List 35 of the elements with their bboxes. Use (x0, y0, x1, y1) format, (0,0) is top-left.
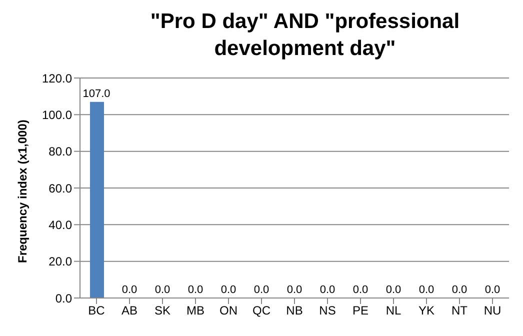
data-label: 0.0 (352, 284, 368, 296)
x-tick-label: YK (418, 304, 435, 318)
data-label: 0.0 (154, 284, 170, 296)
data-label: 0.0 (484, 284, 500, 296)
x-tick-label: QC (252, 304, 271, 318)
x-tick-label: NS (319, 304, 336, 318)
x-tick-label: NL (386, 304, 402, 318)
x-tick-label: SK (154, 304, 171, 318)
data-label: 0.0 (452, 284, 468, 296)
y-tick-label: 100.0 (42, 108, 72, 122)
data-label: 0.0 (220, 284, 236, 296)
data-label: 0.0 (254, 284, 270, 296)
x-tick-label: NB (286, 304, 303, 318)
y-axis-title: Frequency index (x1,000) (15, 120, 30, 263)
chart-title: "Pro D day" AND "professional development day" (149, 9, 461, 62)
x-tick-label: ON (220, 304, 238, 318)
x-tick-label: BC (88, 304, 106, 318)
y-tick-label: 40.0 (48, 218, 72, 232)
data-label: 0.0 (320, 284, 336, 296)
x-tick-label: NT (452, 304, 468, 318)
data-label: 0.0 (286, 284, 302, 296)
x-tick-label: NU (484, 304, 502, 318)
y-tick-label: 80.0 (48, 144, 72, 159)
x-tick-label: AB (121, 304, 138, 318)
y-tick-label: 20.0 (48, 254, 72, 269)
data-label: 0.0 (386, 284, 402, 296)
x-tick-label: MB (186, 304, 204, 318)
data-label: 107.0 (82, 88, 110, 100)
data-label: 0.0 (122, 284, 138, 296)
data-label: 0.0 (418, 284, 434, 296)
y-tick-label: 120.0 (42, 71, 72, 86)
x-tick-label: PE (352, 304, 369, 318)
y-tick-label: 0.0 (55, 291, 72, 306)
y-tick-label: 60.0 (48, 181, 72, 196)
data-label: 0.0 (188, 284, 204, 296)
